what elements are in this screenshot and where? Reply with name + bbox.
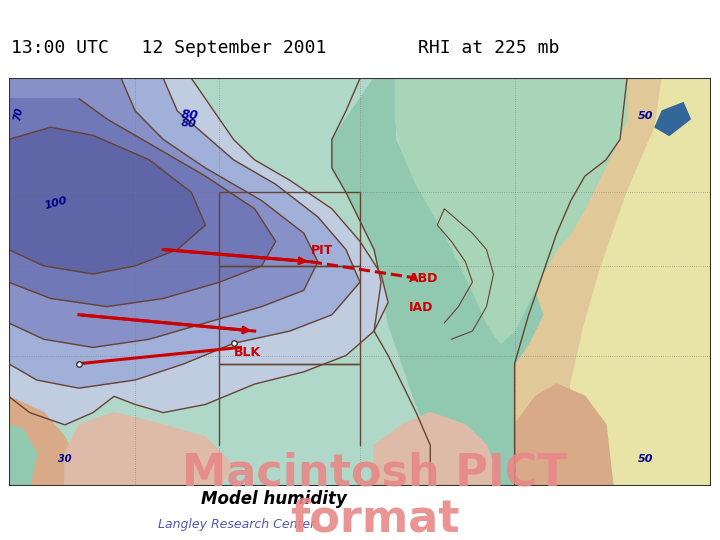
Polygon shape — [9, 78, 360, 388]
Text: 50: 50 — [638, 111, 653, 121]
Polygon shape — [9, 396, 79, 486]
Polygon shape — [9, 425, 37, 486]
Text: 80: 80 — [181, 118, 197, 129]
Text: 70: 70 — [12, 106, 24, 121]
Text: RHI at 225 mb: RHI at 225 mb — [418, 39, 559, 57]
Polygon shape — [9, 78, 388, 425]
Text: Macintosh PICT
format
is not supported: Macintosh PICT format is not supported — [168, 451, 582, 540]
Polygon shape — [332, 78, 543, 486]
Text: 50: 50 — [638, 454, 653, 463]
Text: 30: 30 — [58, 454, 71, 463]
Text: ABD: ABD — [409, 272, 438, 285]
Text: BLK: BLK — [233, 346, 261, 359]
Text: PIT: PIT — [311, 244, 333, 256]
Polygon shape — [395, 78, 627, 343]
Polygon shape — [65, 413, 233, 486]
Text: IAD: IAD — [409, 301, 433, 314]
Text: 100: 100 — [44, 195, 69, 211]
Polygon shape — [515, 78, 711, 486]
Polygon shape — [9, 127, 205, 274]
Polygon shape — [655, 103, 690, 136]
Polygon shape — [374, 413, 500, 486]
Text: 13:00 UTC   12 September 2001: 13:00 UTC 12 September 2001 — [11, 39, 326, 57]
Text: Model humidity: Model humidity — [201, 490, 346, 509]
Polygon shape — [571, 78, 711, 486]
Polygon shape — [9, 78, 318, 347]
Text: 80: 80 — [181, 107, 199, 122]
Text: Langley Research Center: Langley Research Center — [158, 518, 315, 531]
Polygon shape — [9, 99, 276, 307]
Polygon shape — [515, 384, 613, 486]
